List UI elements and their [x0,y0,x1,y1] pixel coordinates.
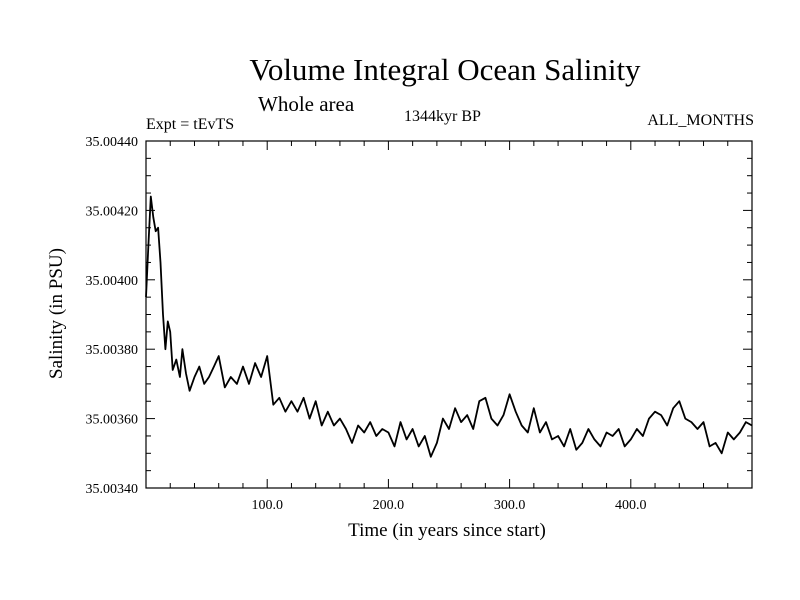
months-label: ALL_MONTHS [647,112,754,129]
x-tick-label: 200.0 [373,498,405,513]
y-tick-label: 35.00400 [86,274,139,289]
x-tick-label: 100.0 [251,498,283,513]
period-label: 1344kyr BP [404,108,481,125]
y-tick-label: 35.00380 [86,343,139,358]
y-tick-label: 35.00420 [86,204,139,219]
x-axis-label: Time (in years since start) [348,520,546,541]
x-tick-label: 300.0 [494,498,526,513]
salinity-series-line [145,195,753,458]
x-tick-label: 400.0 [615,498,647,513]
plot-frame [145,140,753,489]
y-tick-label: 35.00440 [86,135,139,150]
chart-subtitle: Whole area [258,92,355,116]
y-tick-label: 35.00360 [86,413,139,428]
plot-area: 100.0 200.0 300.0 400.0 35.00340 35.00360 35.0… [46,135,753,541]
y-tick-label: 35.00340 [86,482,139,497]
experiment-label: Expt = tEvTS [146,116,235,133]
chart-title: Volume Integral Ocean Salinity [249,52,641,87]
y-axis-label: Salinity (in PSU) [46,248,67,379]
